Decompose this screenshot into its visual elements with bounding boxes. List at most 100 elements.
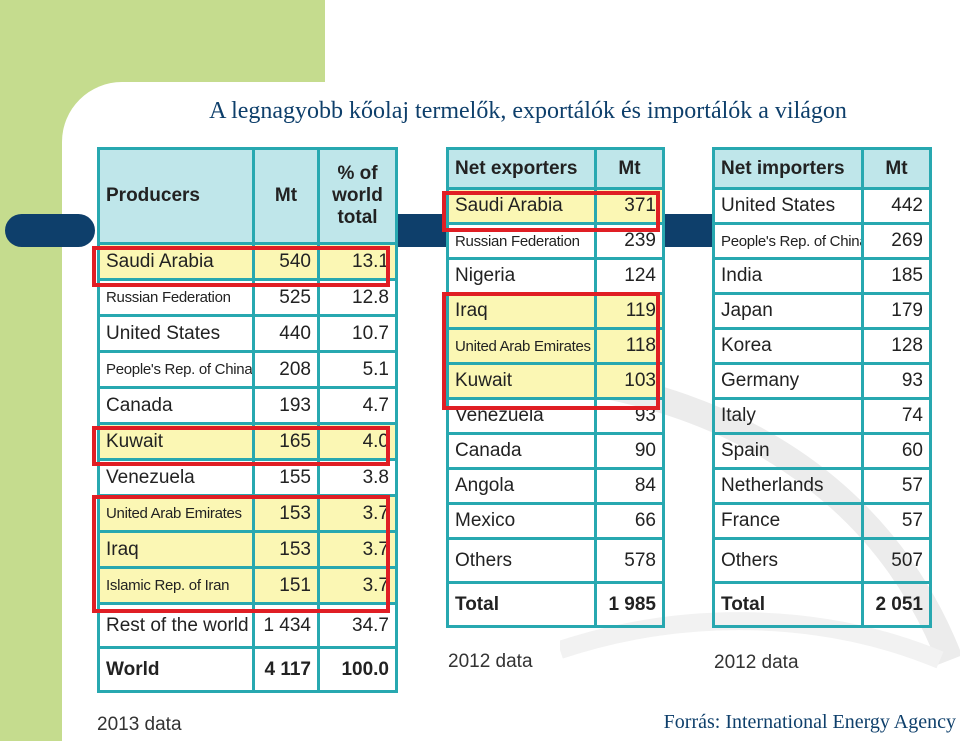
producer-pct: 3.7 [317, 530, 398, 569]
exporter-mt: 118 [594, 327, 665, 365]
highlight-box-exporter-iraq-uae-kuwait [442, 292, 660, 410]
importer-others-mt: 507 [861, 537, 932, 584]
page-title: A legnagyobb kőolaj termelők, exportálók… [209, 98, 847, 124]
producer-mt: 208 [252, 350, 320, 389]
exporter-name: Iraq [446, 292, 597, 330]
importer-total-name: Total [712, 581, 864, 628]
importer-name: Italy [712, 397, 864, 435]
importer-mt: 269 [861, 222, 932, 260]
table-row: Angola 84 [446, 467, 665, 505]
table-row-world: World 4 117 100.0 [97, 646, 398, 693]
importer-name: Spain [712, 432, 864, 470]
importer-mt: 74 [861, 397, 932, 435]
table-row: People's Rep. of China 208 5.1 [97, 350, 398, 389]
importers-header-name: Net importers [712, 147, 864, 190]
highlight-box-saudi-arabia [92, 246, 390, 287]
highlight-box-uae-iraq-iran [92, 495, 390, 613]
table-row: Korea 128 [712, 327, 932, 365]
exporters-header-row: Net exporters Mt [446, 147, 665, 190]
table-row-total: Total 2 051 [712, 581, 932, 628]
exporter-mt: 90 [594, 432, 665, 470]
producers-note: 2013 data [97, 714, 182, 735]
exporters-header-name: Net exporters [446, 147, 597, 190]
table-row: Islamic Rep. of Iran 151 3.7 [97, 566, 398, 605]
table-row-others: Others 507 [712, 537, 932, 584]
table-row: Canada 90 [446, 432, 665, 470]
exporters-header-mt: Mt [594, 147, 665, 190]
importer-mt: 57 [861, 467, 932, 505]
exporter-name: United Arab Emirates [446, 327, 597, 365]
importer-mt: 128 [861, 327, 932, 365]
exporter-total-mt: 1 985 [594, 581, 665, 628]
exporter-name: Angola [446, 467, 597, 505]
exporter-mt: 119 [594, 292, 665, 330]
table-row: People's Rep. of China 269 [712, 222, 932, 260]
importer-name: India [712, 257, 864, 295]
producer-pct: 3.7 [317, 566, 398, 605]
producers-header-mt: Mt [252, 147, 320, 245]
exporter-name: Venezuela [446, 397, 597, 435]
producer-mt: 440 [252, 314, 320, 353]
exporter-mt: 93 [594, 397, 665, 435]
producer-name: United States [97, 314, 255, 353]
table-row-total: Total 1 985 [446, 581, 665, 628]
table-row: Iraq 119 [446, 292, 665, 330]
importer-name: Korea [712, 327, 864, 365]
table-row: United Arab Emirates 118 [446, 327, 665, 365]
highlight-box-exporter-saudi-arabia [442, 191, 660, 232]
importer-mt: 442 [861, 187, 932, 225]
producer-pct: 10.7 [317, 314, 398, 353]
importer-mt: 93 [861, 362, 932, 400]
importers-header-mt: Mt [861, 147, 932, 190]
producer-pct: 5.1 [317, 350, 398, 389]
table-row: Spain 60 [712, 432, 932, 470]
importer-name: Netherlands [712, 467, 864, 505]
decorative-bar-right [662, 214, 712, 247]
table-row: India 185 [712, 257, 932, 295]
table-row: United States 442 [712, 187, 932, 225]
exporter-name: Kuwait [446, 362, 597, 400]
exporters-table: Net exporters Mt Saudi Arabia 371 Russia… [446, 147, 665, 628]
producer-mt: 193 [252, 386, 320, 425]
exporter-mt: 84 [594, 467, 665, 505]
exporter-mt: 66 [594, 502, 665, 540]
table-row: Nigeria 124 [446, 257, 665, 295]
producer-pct: 3.7 [317, 494, 398, 533]
table-row: Netherlands 57 [712, 467, 932, 505]
table-row: Italy 74 [712, 397, 932, 435]
exporter-mt: 103 [594, 362, 665, 400]
highlight-box-kuwait [92, 426, 390, 466]
exporter-total-name: Total [446, 581, 597, 628]
table-row: Canada 193 4.7 [97, 386, 398, 425]
importer-others-name: Others [712, 537, 864, 584]
source-caption: Forrás: International Energy Agency [663, 711, 956, 733]
importer-mt: 57 [861, 502, 932, 540]
exporter-others-mt: 578 [594, 537, 665, 584]
producers-header-row: Producers Mt % of world total [97, 147, 398, 245]
table-row: Kuwait 103 [446, 362, 665, 400]
importer-name: France [712, 502, 864, 540]
producer-world-name: World [97, 646, 255, 693]
importer-total-mt: 2 051 [861, 581, 932, 628]
producer-mt: 153 [252, 494, 320, 533]
exporter-others-name: Others [446, 537, 597, 584]
importer-name: People's Rep. of China [712, 222, 864, 260]
table-row: United States 440 10.7 [97, 314, 398, 353]
importers-table: Net importers Mt United States 442 Peopl… [712, 147, 932, 628]
exporters-note: 2012 data [448, 651, 533, 672]
importer-mt: 185 [861, 257, 932, 295]
exporter-mt: 124 [594, 257, 665, 295]
exporter-name: Mexico [446, 502, 597, 540]
exporter-name: Canada [446, 432, 597, 470]
producer-name: Canada [97, 386, 255, 425]
decorative-bar-left [5, 214, 95, 247]
producer-mt: 151 [252, 566, 320, 605]
importers-header-row: Net importers Mt [712, 147, 932, 190]
table-row-others: Others 578 [446, 537, 665, 584]
table-row: Mexico 66 [446, 502, 665, 540]
producer-mt: 153 [252, 530, 320, 569]
importer-name: United States [712, 187, 864, 225]
producer-world-mt: 4 117 [252, 646, 320, 693]
importer-mt: 60 [861, 432, 932, 470]
table-row: Venezuela 93 [446, 397, 665, 435]
